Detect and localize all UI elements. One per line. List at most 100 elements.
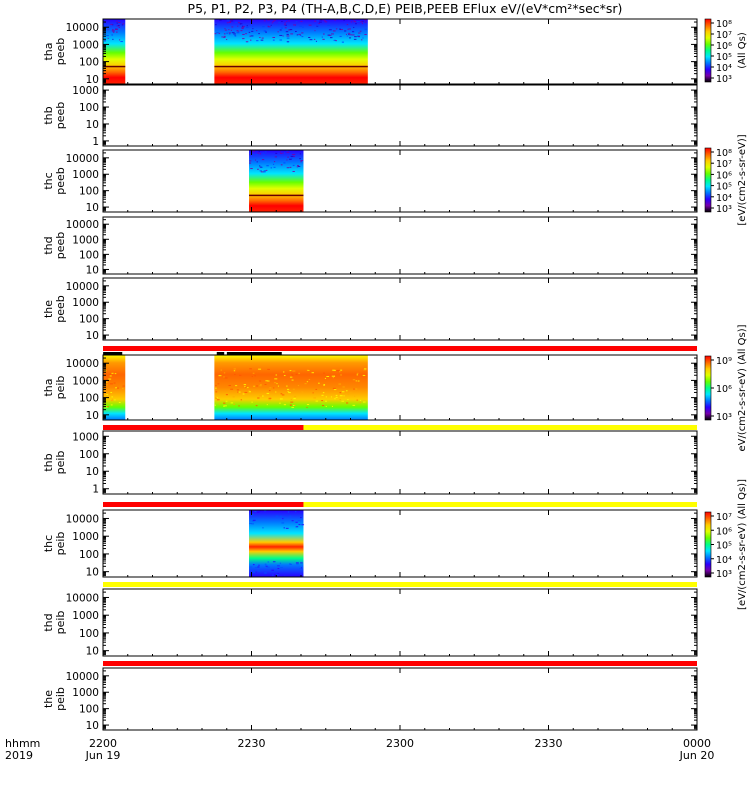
spectrogram-pixel <box>251 523 254 525</box>
spectrogram-pixel <box>359 30 362 32</box>
spectrogram-pixel <box>286 151 290 153</box>
spectrogram-pixel <box>275 515 279 517</box>
x-tick-label: 0000 <box>683 737 711 750</box>
spectrogram-pixel <box>241 28 244 30</box>
spectrogram-pixel <box>306 406 308 408</box>
panel-thb-peib-label: thb peib <box>42 451 67 475</box>
spectrogram-line <box>214 65 368 68</box>
spectrogram-pixel <box>279 515 283 517</box>
spectrogram-pixel <box>346 35 348 37</box>
colorbar-label: eV/(cm2-s-sr-eV) (All Qs)] <box>737 324 748 451</box>
spectrogram-pixel <box>218 403 220 405</box>
y-tick-label: 10 <box>86 330 99 342</box>
spectrogram-cap <box>226 352 252 355</box>
spectrogram-pixel <box>291 373 293 375</box>
spectrogram-pixel <box>283 375 286 377</box>
colorbar-tick-label: 10³ <box>716 569 732 580</box>
spectrogram-pixel <box>258 33 260 35</box>
spectrogram-pixel <box>283 527 285 529</box>
spectrogram-pixel <box>293 156 295 158</box>
spectrogram-pixel <box>220 369 222 371</box>
spectrogram-pixel <box>224 377 228 379</box>
spectrogram-pixel <box>289 376 293 378</box>
spectrogram-pixel <box>362 374 366 376</box>
spectrogram-pixel <box>252 519 256 521</box>
spectrogram-pixel <box>282 35 284 37</box>
spectrogram-cap <box>253 352 266 355</box>
spectrogram-pixel <box>334 398 336 400</box>
spectrogram-pixel <box>244 391 248 393</box>
colorbar-tick-label: 10⁶ <box>716 526 732 537</box>
spectrogram-pixel <box>299 568 302 570</box>
spectrogram-pixel <box>350 21 353 23</box>
spectrogram-pixel <box>312 392 314 394</box>
spectrogram-pixel <box>283 24 286 26</box>
spectrogram-pixel <box>335 370 339 372</box>
panel-tha-peib-label: tha peib <box>42 376 67 400</box>
spectrogram-pixel <box>340 369 343 371</box>
spectrogram-pixel <box>364 21 367 23</box>
spectrogram-pixel <box>341 391 345 393</box>
colorbar-tick-label: 10⁴ <box>716 63 732 74</box>
spectrogram-pixel <box>289 158 292 160</box>
spectrogram-pixel <box>233 403 235 405</box>
spectrogram-pixel <box>111 398 113 400</box>
spectrogram-pixel <box>353 26 355 28</box>
spectrogram-pixel <box>276 383 278 385</box>
spectrogram-pixel <box>257 168 259 170</box>
spectrogram-pixel <box>272 20 275 22</box>
spectrogram-pixel <box>263 170 267 172</box>
spectrogram-pixel <box>346 24 349 26</box>
spectrogram-pixel <box>254 567 258 569</box>
spectrogram-pixel <box>106 394 109 396</box>
spectrogram-pixel <box>263 154 266 156</box>
spectrogram-pixel <box>255 571 257 573</box>
spectrogram-pixel <box>362 401 366 403</box>
spectrogram-pixel <box>232 396 235 398</box>
spectrogram-pixel <box>267 561 270 563</box>
spectrogram-pixel <box>341 41 344 43</box>
spectrogram-pixel <box>263 20 266 22</box>
spectrogram-pixel <box>304 383 307 385</box>
spectrogram-pixel <box>355 380 357 382</box>
spectrogram-pixel <box>271 569 274 571</box>
spectrogram-pixel <box>283 152 285 154</box>
y-tick-label: 100 <box>79 393 99 405</box>
spectrogram-pixel <box>117 25 120 27</box>
spectrogram-pixel <box>268 397 272 399</box>
spectrogram-pixel <box>282 518 284 520</box>
spectrogram-pixel <box>109 393 111 395</box>
spectrogram-pixel <box>262 152 264 154</box>
spectrogram-pixel <box>300 20 303 22</box>
y-tick-label: 100 <box>79 628 99 640</box>
panel-product-label: peib <box>54 611 67 635</box>
y-tick-label: 10000 <box>66 219 99 231</box>
spectrogram-pixel <box>359 21 361 23</box>
spectrogram-pixel <box>114 399 116 401</box>
spectrogram-pixel <box>353 388 356 390</box>
spectrogram-pixel <box>363 19 367 21</box>
spectrogram-pixel <box>316 25 319 27</box>
spectrogram-pixel <box>266 165 269 167</box>
y-tick-label: 100 <box>79 249 99 261</box>
spectrogram-pixel <box>301 524 305 526</box>
panel-thd-peeb-frame <box>102 216 698 275</box>
spectrogram-pixel <box>107 29 109 31</box>
spectrogram-pixel <box>339 395 343 397</box>
spectrogram-pixel <box>265 380 268 382</box>
y-tick-label: 1000 <box>72 431 99 443</box>
colorbar-tick-label: 10⁸ <box>716 148 732 159</box>
spectrogram-pixel <box>323 20 326 22</box>
spectrogram-pixel <box>112 31 115 33</box>
colorbar-tick-label: 10⁵ <box>716 541 732 552</box>
spectrogram-pixel <box>322 405 325 407</box>
spectrogram-pixel <box>238 405 240 407</box>
spectrogram-pixel <box>242 38 245 40</box>
spectrogram-pixel <box>281 20 283 22</box>
spectrogram-pixel <box>292 388 295 390</box>
spectrogram-pixel <box>256 161 258 163</box>
spectrogram-block <box>214 355 368 420</box>
spectrogram-pixel <box>354 395 356 397</box>
spectrogram-pixel <box>285 527 289 529</box>
spectrogram-pixel <box>324 400 328 402</box>
